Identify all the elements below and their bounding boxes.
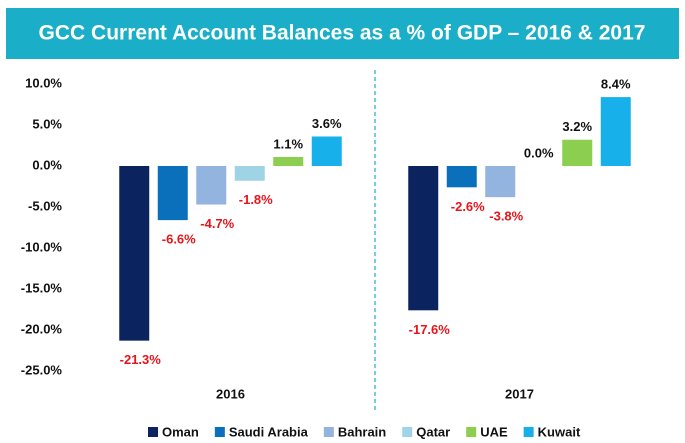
value-label: 1.1% [273,136,303,151]
legend-swatch [148,427,158,437]
bar [273,156,304,166]
bar [600,97,631,166]
value-label: 3.2% [562,119,592,134]
value-label: -1.8% [239,192,273,207]
legend-label: Bahrain [338,424,386,439]
legend-swatch [402,427,413,437]
y-tick-label: 5.0% [32,116,62,131]
y-tick-label: -20.0% [21,321,63,336]
legend-swatch [466,427,477,437]
y-tick-label: 10.0% [25,75,62,90]
bar [485,166,516,198]
legend-swatch [214,427,225,437]
value-label: 8.4% [601,77,631,92]
value-label: -21.3% [120,352,162,367]
bar [196,166,227,205]
bar [562,139,593,166]
legend-label: Oman [162,424,199,439]
legend-label: UAE [480,424,508,439]
legend-label: Qatar [416,424,450,439]
chart-title: GCC Current Account Balances as a % of G… [39,22,646,45]
legend-label: Saudi Arabia [229,424,309,439]
value-label: -6.6% [162,232,196,247]
title-banner [6,8,679,59]
value-label: 0.0% [524,145,554,160]
y-tick-label: 0.0% [32,157,62,172]
bar [311,136,342,166]
value-label: 3.6% [312,116,342,131]
bar [119,166,150,341]
bar [157,166,188,221]
value-label: -3.8% [489,209,523,224]
legend-label: Kuwait [538,424,581,439]
legend-swatch [523,427,534,437]
y-tick-label: -5.0% [28,198,62,213]
bar [446,166,477,188]
value-label: -4.7% [200,216,234,231]
x-tick-label: 2017 [505,386,534,401]
y-tick-label: -25.0% [21,362,63,377]
y-tick-label: -10.0% [21,239,63,254]
value-label: -2.6% [451,199,485,214]
bar [234,166,265,181]
legend-swatch [323,427,334,437]
x-tick-label: 2016 [216,386,245,401]
bar [408,166,439,311]
y-tick-label: -15.0% [21,280,63,295]
value-label: -17.6% [409,322,451,337]
